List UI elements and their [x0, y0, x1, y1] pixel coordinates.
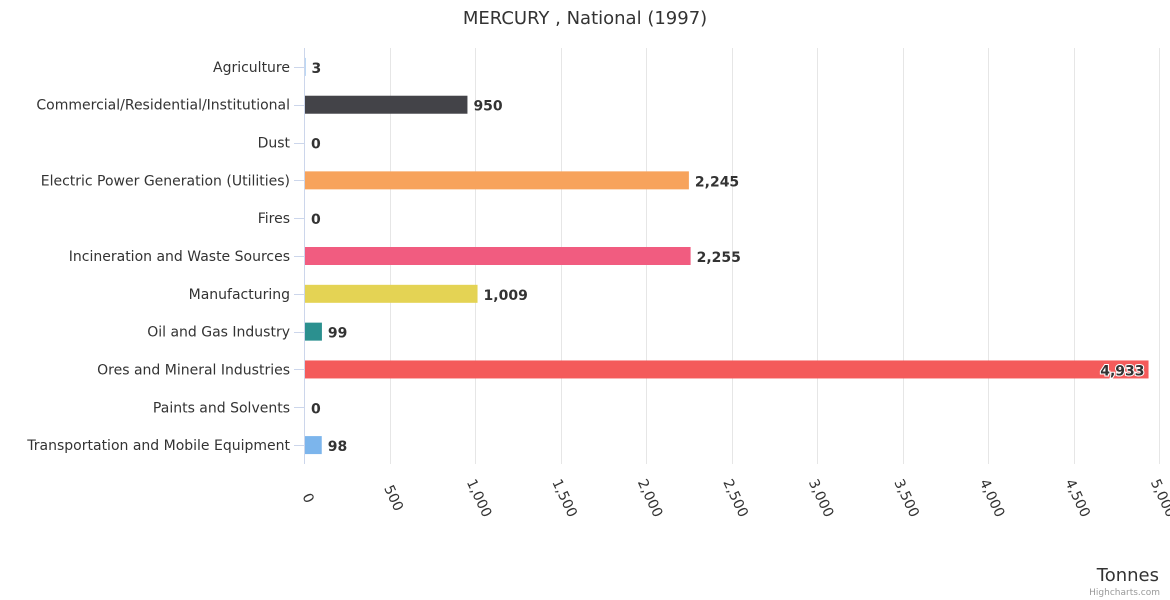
bar[interactable] [305, 284, 478, 303]
data-label: 99 [328, 326, 347, 342]
data-label: 2,245 [695, 174, 739, 190]
data-label: 0 [311, 212, 321, 228]
data-label: 3 [312, 61, 322, 77]
chart-title: MERCURY , National (1997) [463, 8, 707, 29]
data-label: 2,255 [697, 250, 741, 266]
bar[interactable] [305, 247, 691, 265]
data-label: 98 [328, 439, 347, 455]
category-label: Manufacturing [189, 287, 290, 303]
bar[interactable] [305, 57, 306, 76]
bar[interactable] [305, 95, 468, 114]
category-axis: Agriculture Commercial/Residential/Instit… [26, 48, 305, 464]
category-label: Ores and Mineral Industries [97, 362, 290, 378]
category-label: Incineration and Waste Sources [69, 249, 290, 265]
category-label: Transportation and Mobile Equipment [26, 438, 290, 454]
category-label: Agriculture [213, 60, 290, 76]
bar-series [305, 57, 1149, 455]
category-label: Fires [258, 211, 290, 227]
data-label: 950 [473, 99, 502, 115]
category-label: Commercial/Residential/Institutional [36, 98, 290, 114]
category-label: Dust [258, 136, 291, 152]
category-label: Paints and Solvents [153, 400, 290, 416]
data-label: 0 [311, 401, 321, 417]
category-label: Electric Power Generation (Utilities) [41, 173, 290, 189]
data-label: 0 [311, 137, 321, 153]
category-label: Oil and Gas Industry [147, 325, 290, 341]
value-axis-title: Tonnes [1096, 565, 1159, 586]
data-label: 4,933 [1100, 363, 1144, 379]
bar[interactable] [305, 436, 322, 455]
bar[interactable] [305, 360, 1149, 379]
data-label: 1,009 [484, 288, 528, 304]
data-labels: 3 950 0 2,245 0 2,255 1,009 99 4,933 0 98 [311, 61, 1146, 455]
bar[interactable] [305, 322, 322, 341]
bar[interactable] [305, 171, 689, 190]
credits-link[interactable]: Highcharts.com [1089, 588, 1160, 598]
